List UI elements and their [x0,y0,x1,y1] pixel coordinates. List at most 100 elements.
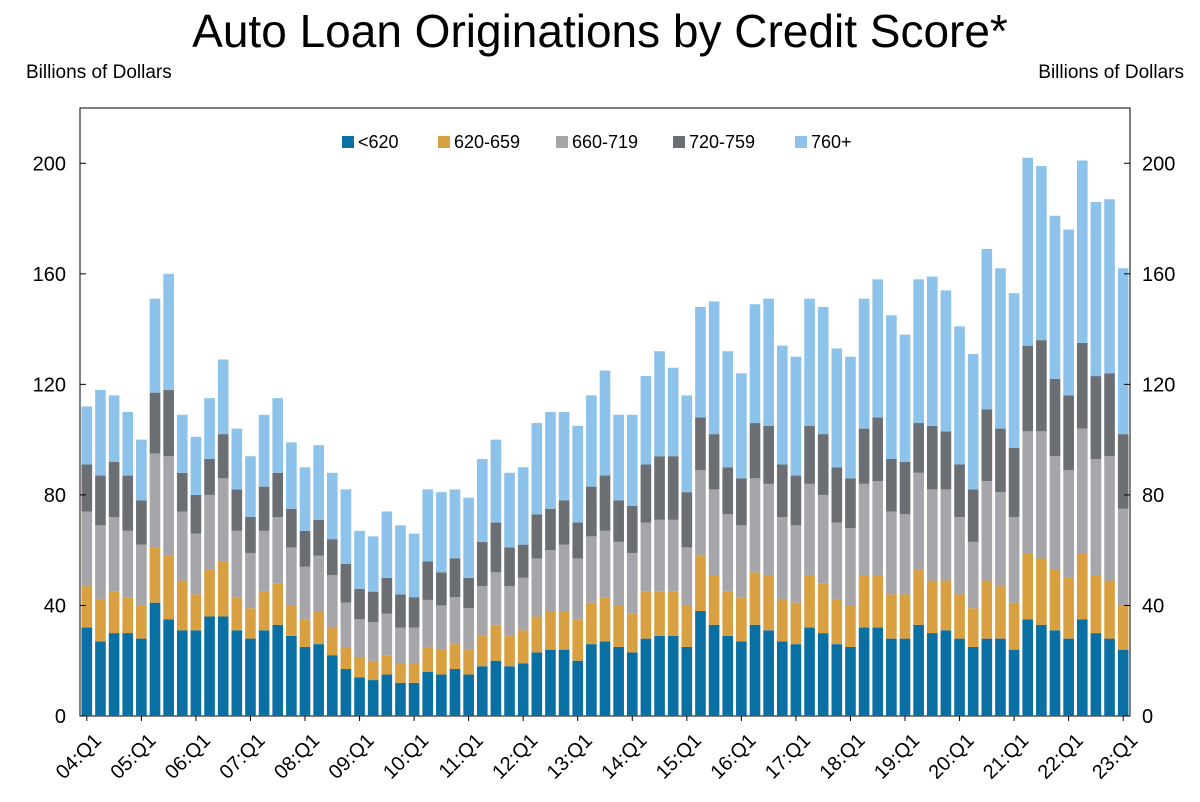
bar-segment [667,519,679,592]
bar-segment [831,644,843,716]
bar-segment [886,638,897,716]
bar-segment [967,489,979,542]
x-tick-label: 11:Q1 [435,730,488,783]
bar-segment [776,345,788,465]
x-tick-label: 19:Q1 [870,730,924,784]
bar-segment [81,627,93,716]
bar-segment [599,641,611,716]
bar-segment [572,660,584,716]
bar-segment [599,475,611,531]
bar-segment [954,638,965,716]
bar-segment [340,602,352,647]
bar-segment [1022,157,1034,346]
bar-segment [736,525,747,598]
bar-segment [108,591,120,634]
bar-segment [626,552,638,614]
bar-segment [1076,342,1088,429]
bar-segment [1022,431,1034,553]
x-tick-label: 08:Q1 [270,730,324,784]
bar-segment [231,597,243,631]
bar-segment [1063,638,1074,716]
bar-segment [149,392,161,454]
bar-segment [749,478,761,573]
bar-segment [108,395,120,462]
bar-segment [872,279,884,418]
x-tick-label: 06:Q1 [161,730,215,784]
bar-segment [299,646,311,716]
bar-segment [695,610,706,716]
bar-segment [531,652,543,716]
bar-segment [858,575,870,628]
bar-segment [245,608,256,639]
bar-segment [286,635,297,716]
bar-segment [613,646,624,716]
bar-segment [640,522,652,592]
bar-segment [695,555,706,611]
bar-segment [340,669,352,716]
bar-segment [231,489,243,531]
bar-segment [272,398,284,473]
bar-segment [981,580,993,639]
bar-segment [599,530,611,598]
bar-segment [899,638,911,716]
bar-segment [708,434,720,490]
bar-segment [586,602,597,645]
bar-segment [572,558,584,620]
bar-segment [326,627,338,656]
bar-segment [367,622,379,661]
bar-segment [517,467,529,545]
x-tick-label: 21:Q1 [979,730,1033,784]
bar-segment [695,306,706,418]
bar-segment [190,594,202,631]
bar-segment [422,599,434,647]
bar-segment [204,398,215,459]
bar-segment [395,663,406,683]
bar-segment [136,544,147,606]
x-tick-label: 16:Q1 [706,730,760,784]
bar-segment [736,641,747,716]
bar-segment [1104,373,1115,457]
bar-segment [640,591,652,639]
bar-segment [395,594,406,628]
bar-segment [845,356,856,479]
bar-segment [504,472,515,548]
bar-segment [872,575,884,628]
bar-segment [708,301,720,435]
bar-segment [1022,345,1034,432]
bar-segment [913,423,924,473]
bar-segment [95,389,106,476]
bar-segment [245,638,256,716]
bar-segment [354,530,365,589]
bar-segment [367,536,379,592]
bar-segment [490,660,502,716]
bar-segment [422,671,434,716]
bar-segment [954,326,965,465]
bar-segment [367,591,379,623]
bar-segment [722,514,734,592]
bar-segment [1049,569,1061,631]
bar-segment [436,572,447,606]
bar-segment [954,517,965,595]
bar-segment [381,613,393,656]
bar-segment [817,494,829,584]
bar-segment [422,489,434,562]
bar-segment [913,624,924,716]
bar-segment [217,434,229,479]
bar-segment [926,580,938,634]
bar-segment [763,483,774,576]
bar-segment [395,525,406,595]
bar-segment [449,558,461,598]
bar-segment [872,481,884,576]
legend-swatch [556,136,568,148]
bar-segment [122,475,134,531]
bar-segment [681,547,693,606]
legend: <620 620-659 660-719 720-759 760+ [342,132,852,152]
bar-segment [1104,638,1115,716]
bar-segment [463,577,474,609]
bar-segment [1036,166,1047,341]
bar-segment [722,591,734,636]
bar-segment [272,624,284,716]
bar-segment [449,669,461,716]
bar-segment [545,550,556,611]
